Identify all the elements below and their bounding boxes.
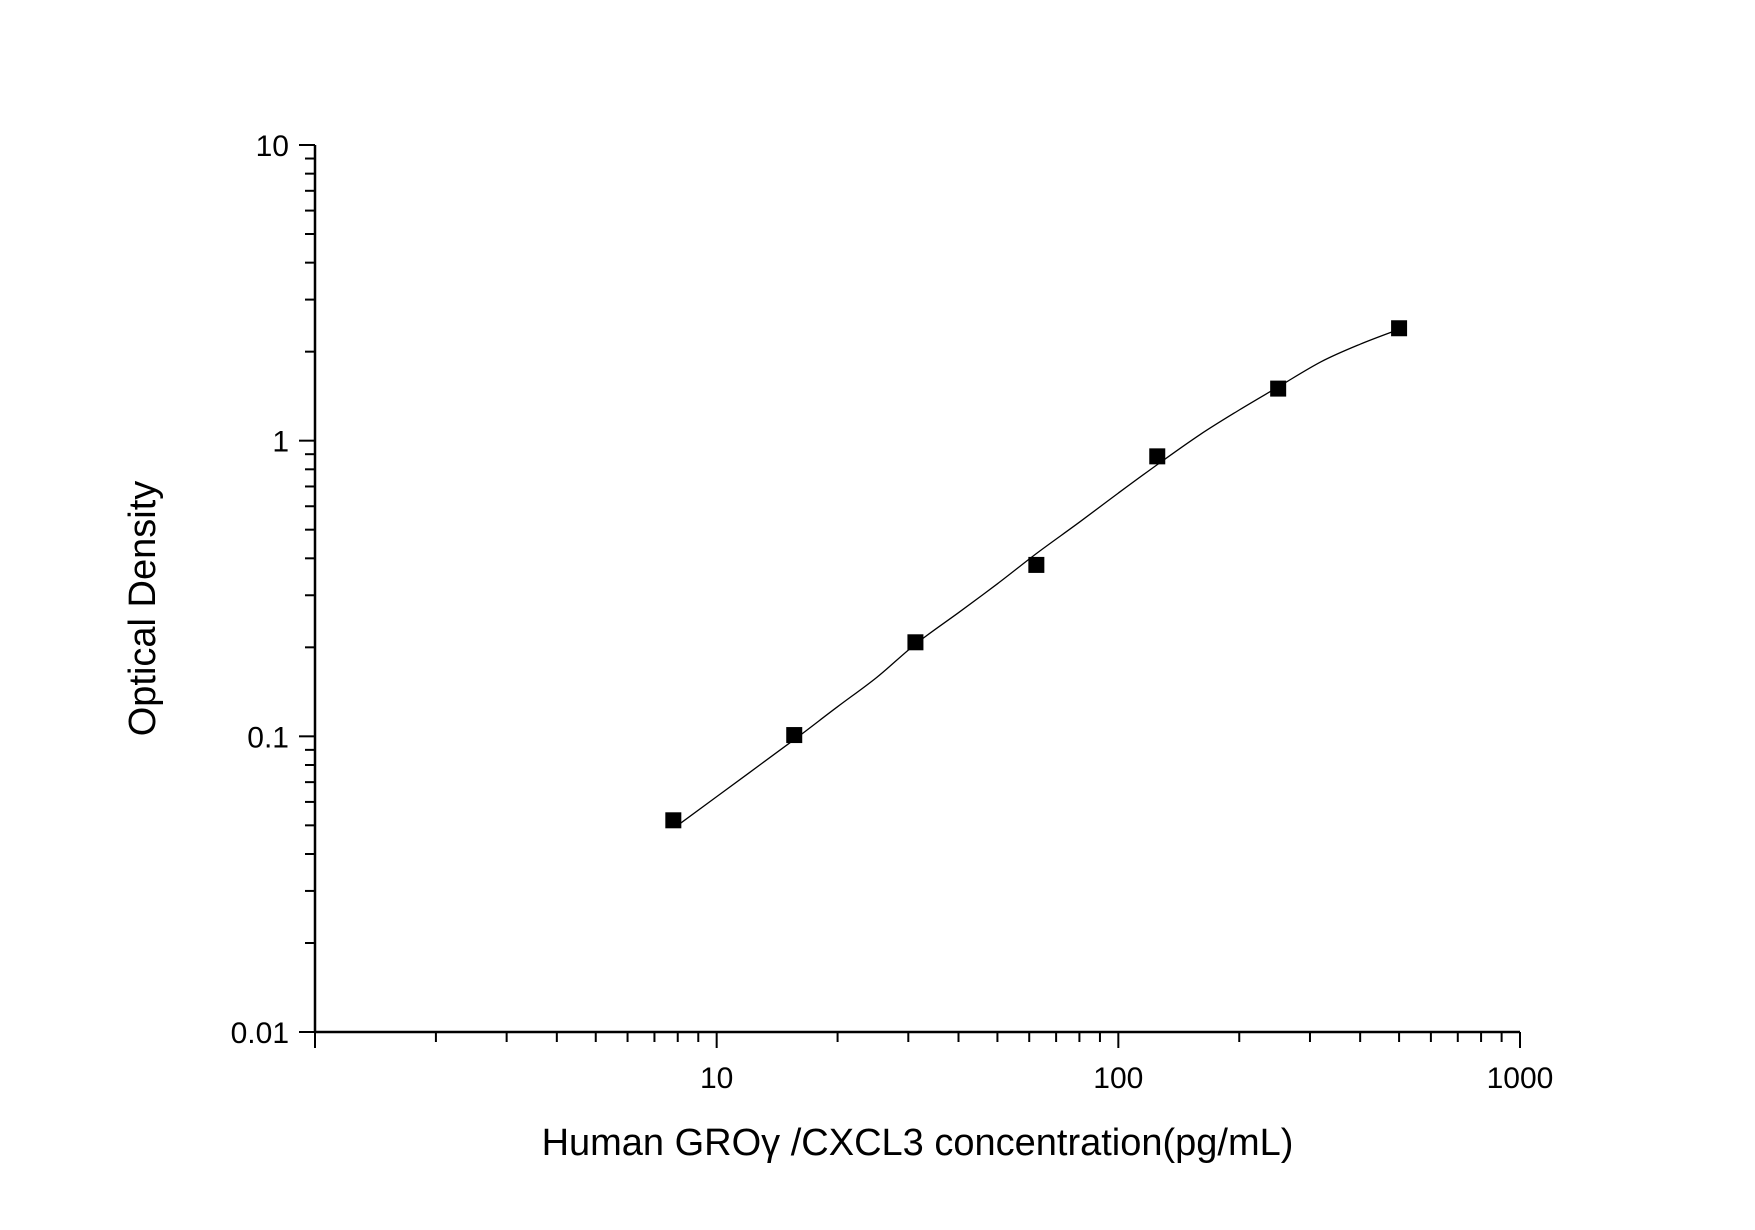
data-point bbox=[665, 812, 682, 829]
data-point bbox=[907, 634, 924, 651]
x-axis-title: Human GROγ /CXCL3 concentration(pg/mL) bbox=[542, 1122, 1294, 1164]
data-point bbox=[1149, 448, 1166, 465]
y-tick-label: 0.01 bbox=[231, 1017, 289, 1050]
x-tick-label: 100 bbox=[1093, 1062, 1143, 1095]
data-point bbox=[786, 727, 803, 744]
data-points-layer bbox=[665, 320, 1408, 829]
data-point bbox=[1028, 556, 1045, 573]
data-point bbox=[1270, 380, 1287, 397]
x-tick-label: 10 bbox=[700, 1062, 733, 1095]
y-tick-label: 0.1 bbox=[247, 721, 289, 754]
fit-curve-layer bbox=[677, 328, 1400, 826]
y-axis-title: Optical Density bbox=[122, 481, 164, 737]
tick-labels: 10 100 1000 0.01 0.1 1 10 bbox=[231, 130, 1554, 1095]
fit-curve bbox=[677, 328, 1400, 826]
axes bbox=[313, 145, 1520, 1034]
y-tick-label: 1 bbox=[272, 426, 289, 459]
ticks bbox=[299, 144, 1521, 1048]
y-tick-label: 10 bbox=[256, 130, 289, 163]
x-tick-label: 1000 bbox=[1487, 1062, 1554, 1095]
data-point bbox=[1391, 320, 1408, 337]
